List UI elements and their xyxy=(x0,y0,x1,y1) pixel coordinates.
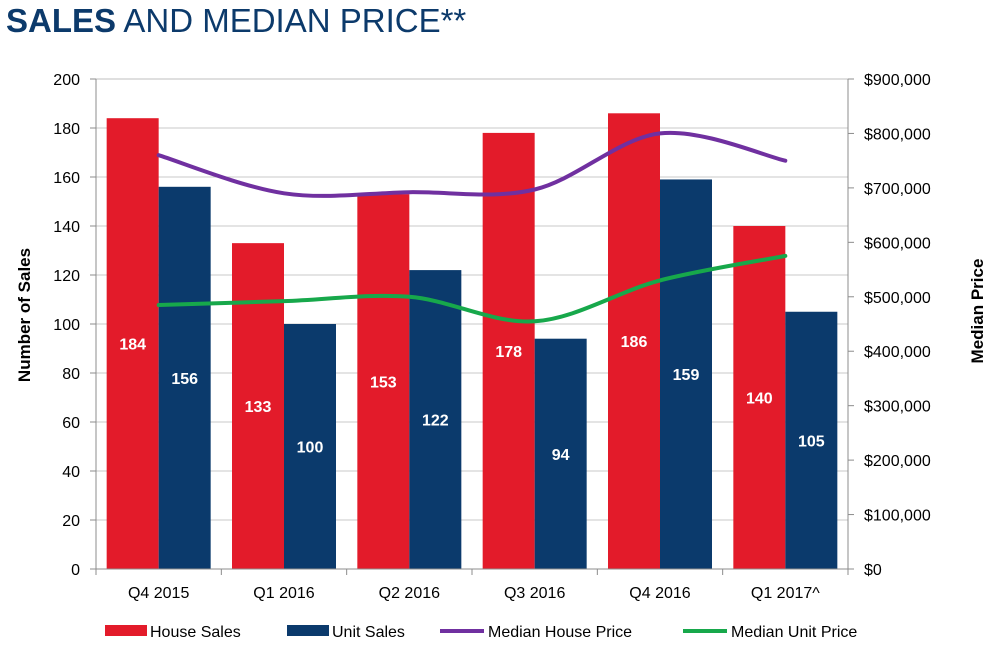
x-tick-label: Q4 2016 xyxy=(629,585,690,602)
y2-tick-label: $600,000 xyxy=(864,235,931,252)
bar-house-sales xyxy=(106,118,159,569)
y2-tick-label: $400,000 xyxy=(864,344,931,361)
bar-data-label: 94 xyxy=(552,447,570,464)
bar-data-label: 156 xyxy=(171,371,198,388)
bar-house-sales xyxy=(482,132,535,569)
bar-house-sales xyxy=(232,243,284,569)
bar-data-label: 153 xyxy=(370,375,397,392)
bar-house-sales xyxy=(608,113,660,570)
y-tick-label: 40 xyxy=(62,464,80,481)
y-tick-label: 200 xyxy=(53,72,80,89)
bar-data-label: 133 xyxy=(245,399,272,416)
y2-axis-title: Median Price xyxy=(968,259,987,364)
price-lines xyxy=(156,130,788,324)
bar-data-label: 186 xyxy=(621,334,648,351)
bar-data-label: 105 xyxy=(798,433,825,450)
line-median-unit-price xyxy=(156,253,788,324)
bar-unit-sales xyxy=(409,270,462,569)
legend: House Sales Unit Sales Median House Price M… xyxy=(105,624,857,641)
legend-label: Median Unit Price xyxy=(731,624,857,641)
axes: 0 20 40 60 80 100 120 140 160 180 200 $0 $100,000 $20… xyxy=(53,72,931,602)
gridlines xyxy=(95,78,849,570)
bar-house-sales xyxy=(357,194,410,569)
y2-tick-label: $100,000 xyxy=(864,508,931,525)
title-rest: AND MEDIAN PRICE** xyxy=(116,2,467,39)
bar-unit-sales xyxy=(158,186,211,570)
y2-tick-label: $200,000 xyxy=(864,453,931,470)
y-tick-label: 120 xyxy=(53,268,80,285)
y-tick-label: 100 xyxy=(53,317,80,334)
bar-unit-sales xyxy=(785,311,838,569)
bar-data-label: 100 xyxy=(297,440,324,457)
legend-label: Median House Price xyxy=(488,624,632,641)
bar-unit-sales xyxy=(284,324,336,569)
y-tick-label: 80 xyxy=(62,366,80,383)
bar-data-label: 178 xyxy=(495,344,522,361)
y2-tick-label: $900,000 xyxy=(864,72,931,89)
legend-swatch xyxy=(105,625,147,636)
x-tick-label: Q1 2016 xyxy=(253,585,314,602)
bars xyxy=(106,113,838,570)
x-tick-label: Q4 2015 xyxy=(128,585,189,602)
y-tick-label: 140 xyxy=(53,219,80,236)
bar-data-label: 122 xyxy=(422,413,449,430)
legend-swatch xyxy=(287,625,329,636)
y2-tick-label: $300,000 xyxy=(864,399,931,416)
legend-label: Unit Sales xyxy=(332,624,405,641)
y-tick-label: 0 xyxy=(71,562,80,579)
x-tick-label: Q1 2017^ xyxy=(751,585,820,602)
y2-tick-label: $800,000 xyxy=(864,126,931,143)
y2-tick-label: $0 xyxy=(864,562,882,579)
x-tick-label: Q2 2016 xyxy=(379,585,440,602)
y2-tick-label: $700,000 xyxy=(864,181,931,198)
bar-house-sales xyxy=(733,226,786,569)
x-tick-label: Q3 2016 xyxy=(504,585,565,602)
bar-unit-sales xyxy=(534,338,587,569)
y-tick-label: 180 xyxy=(53,121,80,138)
bar-unit-sales xyxy=(660,179,712,569)
y-tick-label: 20 xyxy=(62,513,80,530)
y-tick-label: 60 xyxy=(62,415,80,432)
data-labels: 184 156 133 100 153 122 178 94 186 159 140 105 xyxy=(119,334,824,464)
title-bold: SALES xyxy=(6,2,117,39)
bar-data-label: 184 xyxy=(119,337,146,354)
y-tick-label: 160 xyxy=(53,170,80,187)
y2-tick-label: $500,000 xyxy=(864,290,931,307)
line-median-house-price xyxy=(156,130,788,198)
bar-data-label: 140 xyxy=(746,391,773,408)
page-title: SALES AND MEDIAN PRICE** xyxy=(6,2,466,40)
legend-label: House Sales xyxy=(150,624,241,641)
bar-data-label: 159 xyxy=(673,367,700,384)
y-axis-title: Number of Sales xyxy=(15,248,34,382)
